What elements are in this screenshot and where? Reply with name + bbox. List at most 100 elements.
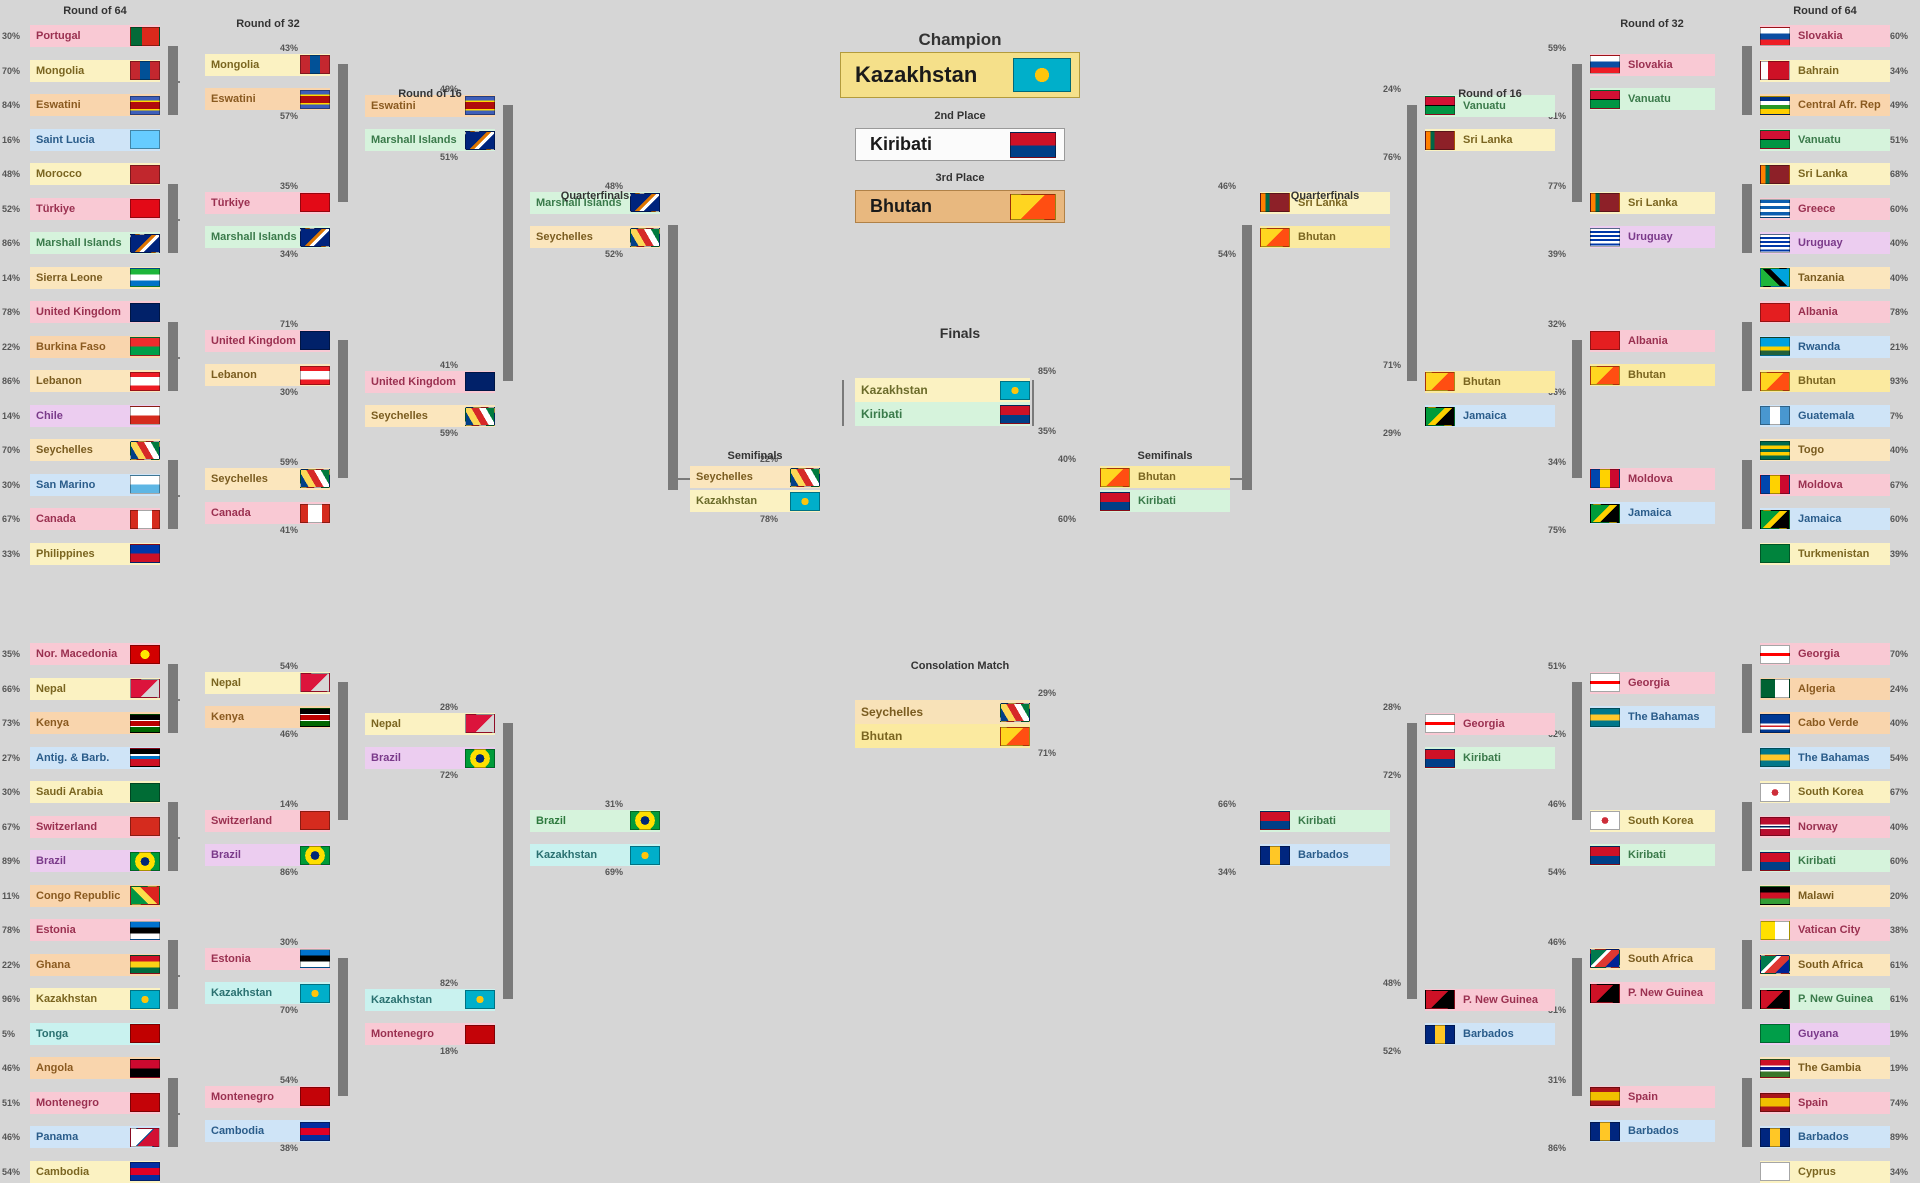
team-entry[interactable]: Canada — [205, 502, 330, 524]
team-entry[interactable]: Saudi Arabia — [30, 781, 160, 803]
team-entry[interactable]: Portugal — [30, 25, 160, 47]
team-entry[interactable]: Vatican City — [1760, 919, 1890, 941]
team-entry[interactable]: Nepal — [205, 671, 330, 694]
team-entry[interactable]: Bhutan — [1760, 370, 1890, 392]
team-entry[interactable]: Brazil — [30, 850, 160, 872]
team-entry[interactable]: Kenya — [205, 706, 330, 728]
team-entry[interactable]: Kiribati — [1425, 747, 1555, 770]
team-entry[interactable]: Kenya — [30, 712, 160, 734]
team-entry[interactable]: Seychelles — [30, 439, 160, 461]
team-entry[interactable]: Kiribati — [1100, 490, 1230, 512]
team-entry[interactable]: Malawi — [1760, 884, 1890, 907]
team-entry[interactable]: Sri Lanka — [1260, 191, 1390, 214]
team-entry[interactable]: Philippines — [30, 542, 160, 565]
team-entry[interactable]: Kazakhstan — [855, 378, 1030, 402]
team-entry[interactable]: Brazil — [365, 747, 495, 770]
team-entry[interactable]: Spain — [1760, 1091, 1890, 1114]
team-entry[interactable]: Antig. & Barb. — [30, 746, 160, 769]
team-entry[interactable]: Nepal — [365, 712, 495, 735]
team-entry[interactable]: Bhutan — [1100, 466, 1230, 488]
team-entry[interactable]: Seychelles — [855, 700, 1030, 724]
team-entry[interactable]: Moldova — [1590, 467, 1715, 490]
team-entry[interactable]: Kiribati — [1590, 844, 1715, 866]
team-entry[interactable]: Barbados — [1425, 1023, 1555, 1046]
team-entry[interactable]: Switzerland — [205, 809, 330, 832]
team-entry[interactable]: Spain — [1590, 1085, 1715, 1108]
team-entry[interactable]: Georgia — [1760, 643, 1890, 665]
team-entry[interactable]: Montenegro — [205, 1085, 330, 1108]
team-entry[interactable]: Central Afr. Rep — [1760, 94, 1890, 116]
team-entry[interactable]: Kazakhstan — [530, 844, 660, 866]
team-entry[interactable]: South Africa — [1590, 947, 1715, 970]
team-entry[interactable]: Lebanon — [30, 370, 160, 392]
team-entry[interactable]: Türkiye — [30, 197, 160, 220]
team-entry[interactable]: Moldova — [1760, 473, 1890, 496]
team-entry[interactable]: Algeria — [1760, 677, 1890, 700]
team-entry[interactable]: Slovakia — [1760, 25, 1890, 47]
team-entry[interactable]: Cabo Verde — [1760, 712, 1890, 734]
team-entry[interactable]: Georgia — [1425, 712, 1555, 735]
team-entry[interactable]: Turkmenistan — [1760, 542, 1890, 565]
team-entry[interactable]: Burkina Faso — [30, 335, 160, 358]
team-entry[interactable]: San Marino — [30, 473, 160, 496]
team-entry[interactable]: Tanzania — [1760, 266, 1890, 289]
team-entry[interactable]: United Kingdom — [365, 370, 495, 393]
team-entry[interactable]: Angola — [30, 1057, 160, 1079]
team-entry[interactable]: Estonia — [30, 919, 160, 941]
team-entry[interactable]: Kiribati — [1260, 809, 1390, 832]
team-entry[interactable]: Vanuatu — [1590, 88, 1715, 110]
team-entry[interactable]: Morocco — [30, 163, 160, 185]
team-entry[interactable]: Türkiye — [205, 191, 330, 214]
team-entry[interactable]: Eswatini — [365, 94, 495, 117]
team-entry[interactable]: The Bahamas — [1760, 746, 1890, 769]
team-entry[interactable]: Sri Lanka — [1760, 163, 1890, 185]
team-entry[interactable]: Bhutan — [1260, 226, 1390, 248]
team-entry[interactable]: Greece — [1760, 197, 1890, 220]
team-entry[interactable]: Albania — [1760, 301, 1890, 323]
team-entry[interactable]: P. New Guinea — [1425, 988, 1555, 1011]
team-entry[interactable]: Kazakhstan — [365, 988, 495, 1011]
team-entry[interactable]: South Korea — [1590, 809, 1715, 832]
team-entry[interactable]: Cambodia — [30, 1160, 160, 1183]
team-entry[interactable]: Switzerland — [30, 815, 160, 838]
team-entry[interactable]: Marshall Islands — [530, 191, 660, 214]
team-entry[interactable]: Slovakia — [1590, 53, 1715, 76]
team-entry[interactable]: Vanuatu — [1760, 128, 1890, 151]
team-entry[interactable]: Sri Lanka — [1425, 129, 1555, 152]
team-entry[interactable]: Kiribati — [1760, 850, 1890, 872]
team-entry[interactable]: Barbados — [1760, 1126, 1890, 1148]
team-entry[interactable]: Marshall Islands — [30, 232, 160, 254]
team-entry[interactable]: Guatemala — [1760, 404, 1890, 427]
team-entry[interactable]: Barbados — [1590, 1120, 1715, 1142]
team-entry[interactable]: The Bahamas — [1590, 706, 1715, 728]
team-entry[interactable]: Kazakhstan — [30, 988, 160, 1010]
team-entry[interactable]: Vanuatu — [1425, 94, 1555, 117]
team-entry[interactable]: Mongolia — [30, 59, 160, 82]
team-entry[interactable]: Eswatini — [205, 88, 330, 110]
team-entry[interactable]: Kiribati — [855, 402, 1030, 426]
team-entry[interactable]: Seychelles — [690, 466, 820, 488]
team-entry[interactable]: Sri Lanka — [1590, 191, 1715, 214]
team-entry[interactable]: Nepal — [30, 677, 160, 700]
team-entry[interactable]: P. New Guinea — [1590, 982, 1715, 1004]
team-entry[interactable]: South Africa — [1760, 953, 1890, 976]
team-entry[interactable]: Lebanon — [205, 364, 330, 386]
team-entry[interactable]: Togo — [1760, 439, 1890, 461]
team-entry[interactable]: Saint Lucia — [30, 128, 160, 151]
team-entry[interactable]: Jamaica — [1760, 508, 1890, 530]
team-entry[interactable]: Norway — [1760, 815, 1890, 838]
team-entry[interactable]: Jamaica — [1425, 405, 1555, 428]
team-entry[interactable]: Ghana — [30, 953, 160, 976]
team-entry[interactable]: Georgia — [1590, 671, 1715, 694]
team-entry[interactable]: Cambodia — [205, 1120, 330, 1142]
team-entry[interactable]: Montenegro — [30, 1091, 160, 1114]
team-entry[interactable]: Albania — [1590, 329, 1715, 352]
team-entry[interactable]: Kazakhstan — [690, 490, 820, 512]
champion-box[interactable]: Kazakhstan — [840, 52, 1080, 98]
team-entry[interactable]: Barbados — [1260, 844, 1390, 866]
team-entry[interactable]: Bhutan — [1590, 364, 1715, 386]
team-entry[interactable]: The Gambia — [1760, 1057, 1890, 1079]
team-entry[interactable]: Canada — [30, 508, 160, 530]
team-entry[interactable]: Seychelles — [365, 405, 495, 428]
third-place-box[interactable]: Bhutan — [855, 190, 1065, 223]
